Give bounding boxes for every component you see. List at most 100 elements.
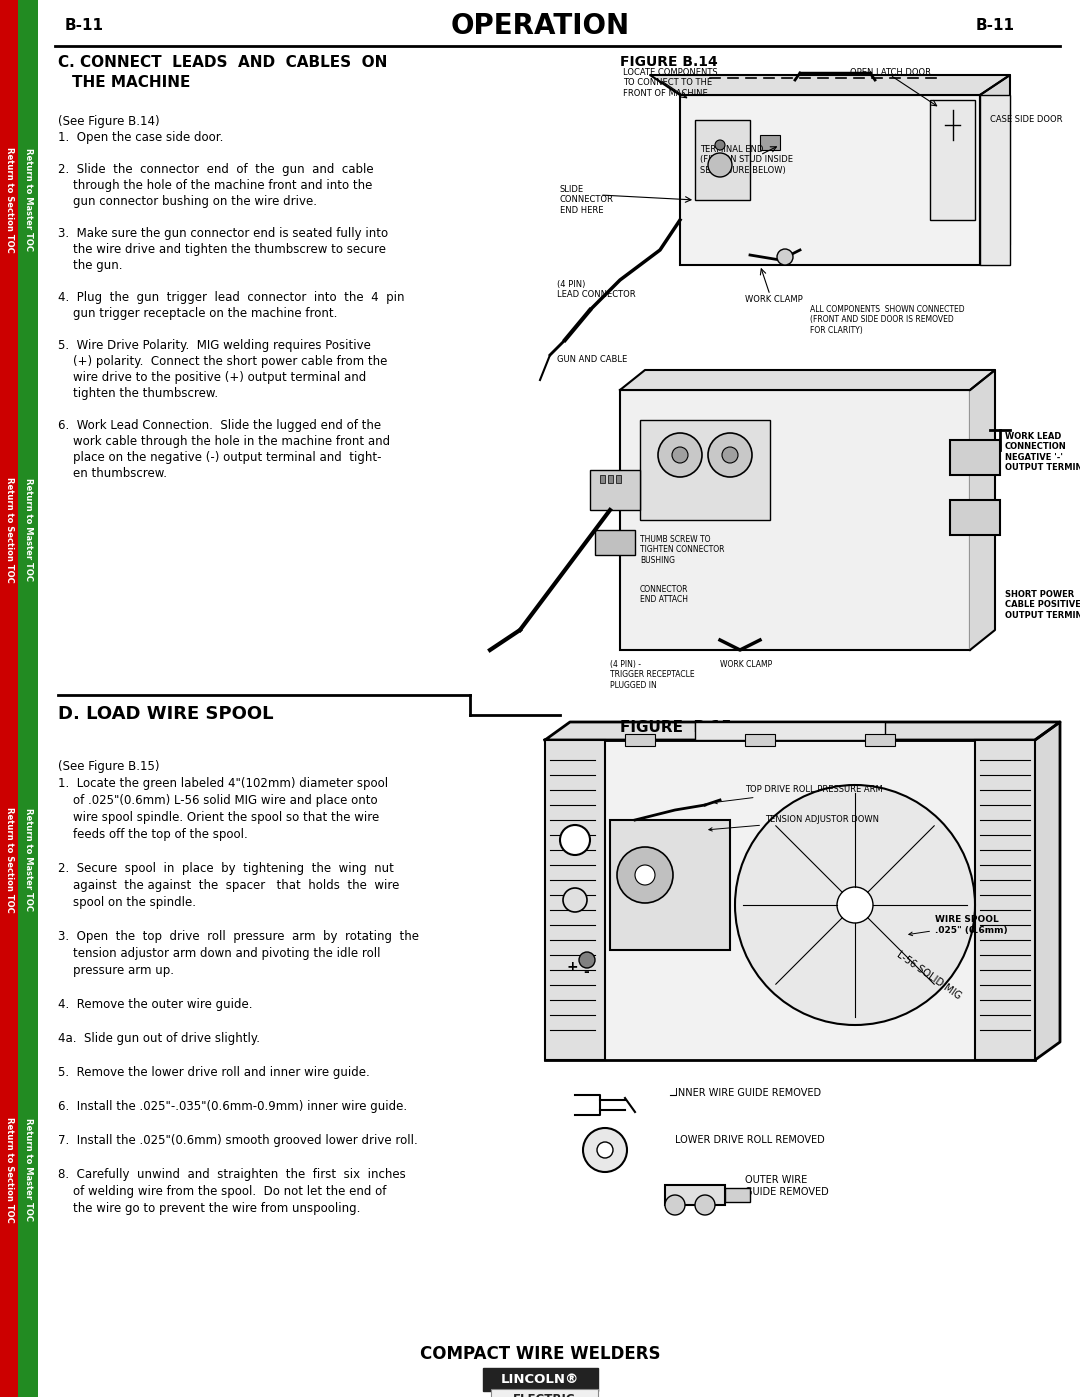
Text: 2.  Secure  spool  in  place  by  tightening  the  wing  nut: 2. Secure spool in place by tightening t… [58,862,394,875]
Text: ◁: ◁ [5,1016,13,1025]
Circle shape [708,154,732,177]
Text: LINCOLN®: LINCOLN® [501,1373,579,1386]
Text: Return to Master TOC: Return to Master TOC [24,479,32,581]
Text: LOCATE COMPONENTS
TO CONNECT TO THE
FRONT OF MACHINE: LOCATE COMPONENTS TO CONNECT TO THE FRON… [623,68,717,98]
Polygon shape [650,75,1010,95]
Text: WIRE SPOOL
.025" (0.6mm): WIRE SPOOL .025" (0.6mm) [909,915,1008,936]
Circle shape [735,785,975,1025]
Text: THE MACHINE: THE MACHINE [72,75,190,89]
Circle shape [696,1194,715,1215]
Bar [545,740,1035,1060]
Text: 5.  Wire Drive Polarity.  MIG welding requires Positive: 5. Wire Drive Polarity. MIG welding requ… [58,339,370,352]
Text: Return to Section TOC: Return to Section TOC [4,807,14,912]
Text: -: - [583,965,589,979]
Bar [625,733,654,746]
Text: COMPACT WIRE WELDERS: COMPACT WIRE WELDERS [420,1345,660,1363]
Text: place on the negative (-) output terminal and  tight-: place on the negative (-) output termina… [58,451,381,464]
Circle shape [579,951,595,968]
Text: 8.  Carefully  unwind  and  straighten  the  first  six  inches: 8. Carefully unwind and straighten the f… [58,1168,406,1180]
Bar [665,1185,725,1206]
Circle shape [715,140,725,149]
Text: gun connector bushing on the wire drive.: gun connector bushing on the wire drive. [58,196,318,208]
Polygon shape [620,370,995,390]
Text: Return to Master TOC: Return to Master TOC [24,148,32,251]
Text: 4a.  Slide gun out of drive slightly.: 4a. Slide gun out of drive slightly. [58,1032,260,1045]
Bar [491,1389,598,1397]
Text: gun trigger receptacle on the machine front.: gun trigger receptacle on the machine fr… [58,307,337,320]
Text: WORK CLAMP: WORK CLAMP [745,295,802,305]
Text: Return to Section TOC: Return to Section TOC [4,1118,14,1222]
Text: the wire drive and tighten the thumbscrew to secure: the wire drive and tighten the thumbscre… [58,243,386,256]
Circle shape [563,888,588,912]
Text: spool on the spindle.: spool on the spindle. [58,895,195,909]
Text: 2.  Slide  the  connector  end  of  the  gun  and  cable: 2. Slide the connector end of the gun an… [58,163,374,176]
Text: (See Figure B.15): (See Figure B.15) [58,760,160,773]
Text: the wire go to prevent the wire from unspooling.: the wire go to prevent the wire from uns… [58,1201,361,1215]
Bar [595,529,635,555]
Text: LOWER DRIVE ROLL REMOVED: LOWER DRIVE ROLL REMOVED [675,1134,825,1146]
Polygon shape [970,370,995,650]
Bar [600,475,605,483]
Circle shape [635,865,654,886]
Text: OPEN LATCH DOOR: OPEN LATCH DOOR [850,68,931,77]
Text: en thumbscrew.: en thumbscrew. [58,467,167,481]
Text: 5.  Remove the lower drive roll and inner wire guide.: 5. Remove the lower drive roll and inner… [58,1066,369,1078]
Text: (4 PIN) -
TRIGGER RECEPTACLE
PLUGGED IN: (4 PIN) - TRIGGER RECEPTACLE PLUGGED IN [610,659,694,690]
Text: (4 PIN)
LEAD CONNECTOR: (4 PIN) LEAD CONNECTOR [557,279,636,299]
Text: FIGURE  B.15: FIGURE B.15 [620,719,732,735]
Text: THUMB SCREW TO
TIGHTEN CONNECTOR
BUSHING: THUMB SCREW TO TIGHTEN CONNECTOR BUSHING [640,535,725,564]
Text: through the hole of the machine front and into the: through the hole of the machine front an… [58,179,373,191]
Polygon shape [980,75,1010,265]
Text: D. LOAD WIRE SPOOL: D. LOAD WIRE SPOOL [58,705,273,724]
Text: against  the against  the  spacer   that  holds  the  wire: against the against the spacer that hold… [58,879,400,893]
Text: TERMINAL END
(FITS ON STUD INSIDE
SEE FIGURE BELOW): TERMINAL END (FITS ON STUD INSIDE SEE FI… [700,145,793,175]
Bar [608,475,613,483]
Bar [18,0,38,1397]
Bar [616,475,621,483]
Text: (See Figure B.14): (See Figure B.14) [58,115,160,129]
Text: of .025"(0.6mm) L-56 solid MIG wire and place onto: of .025"(0.6mm) L-56 solid MIG wire and … [58,793,378,807]
Text: B-11: B-11 [65,18,104,34]
Bar [725,1187,750,1201]
Text: CASE SIDE DOOR: CASE SIDE DOOR [990,115,1063,124]
Text: B-11: B-11 [976,18,1015,34]
Circle shape [561,826,590,855]
Text: INNER WIRE GUIDE REMOVED: INNER WIRE GUIDE REMOVED [675,1088,821,1098]
Circle shape [597,1141,613,1158]
Bar [950,500,1000,535]
Text: L-56 SOLID MIG: L-56 SOLID MIG [895,949,963,1000]
Text: ◁: ◁ [5,380,13,390]
Bar [865,733,895,746]
Text: Return to Master TOC: Return to Master TOC [24,1119,32,1221]
Text: CONNECTOR
END ATTACH: CONNECTOR END ATTACH [640,585,689,605]
Bar [483,1368,598,1391]
Bar [610,820,730,950]
Circle shape [658,433,702,476]
Text: 3.  Open  the  top  drive  roll  pressure  arm  by  rotating  the: 3. Open the top drive roll pressure arm … [58,930,419,943]
Polygon shape [545,722,1059,740]
Text: of welding wire from the spool.  Do not let the end of: of welding wire from the spool. Do not l… [58,1185,387,1199]
Text: work cable through the hole in the machine front and: work cable through the hole in the machi… [58,434,390,448]
Text: SLIDE
CONNECTOR
END HERE: SLIDE CONNECTOR END HERE [561,184,613,215]
Text: WORK CLAMP: WORK CLAMP [720,659,772,669]
Text: 1.  Locate the green labeled 4"(102mm) diameter spool: 1. Locate the green labeled 4"(102mm) di… [58,777,388,789]
Circle shape [665,1194,685,1215]
Text: GUN AND CABLE: GUN AND CABLE [557,355,627,365]
Bar [975,740,1035,1060]
Bar [930,101,975,219]
Bar [950,440,1000,475]
Text: SHORT POWER
CABLE POSITIVE '+'
OUTPUT TERMINAL: SHORT POWER CABLE POSITIVE '+' OUTPUT TE… [1005,590,1080,620]
Text: tension adjustor arm down and pivoting the idle roll: tension adjustor arm down and pivoting t… [58,947,380,960]
Text: ◁: ◁ [24,1016,31,1025]
Text: ELECTRIC: ELECTRIC [513,1393,576,1397]
Text: OUTER WIRE
GUIDE REMOVED: OUTER WIRE GUIDE REMOVED [745,1175,828,1197]
Circle shape [837,887,873,923]
Bar [0,0,18,1397]
Text: pressure arm up.: pressure arm up. [58,964,174,977]
Circle shape [617,847,673,902]
Text: Return to Section TOC: Return to Section TOC [4,478,14,583]
Text: 7.  Install the .025"(0.6mm) smooth grooved lower drive roll.: 7. Install the .025"(0.6mm) smooth groov… [58,1134,418,1147]
Bar [745,733,775,746]
Text: (+) polarity.  Connect the short power cable from the: (+) polarity. Connect the short power ca… [58,355,388,367]
Text: 1.  Open the case side door.: 1. Open the case side door. [58,131,224,144]
